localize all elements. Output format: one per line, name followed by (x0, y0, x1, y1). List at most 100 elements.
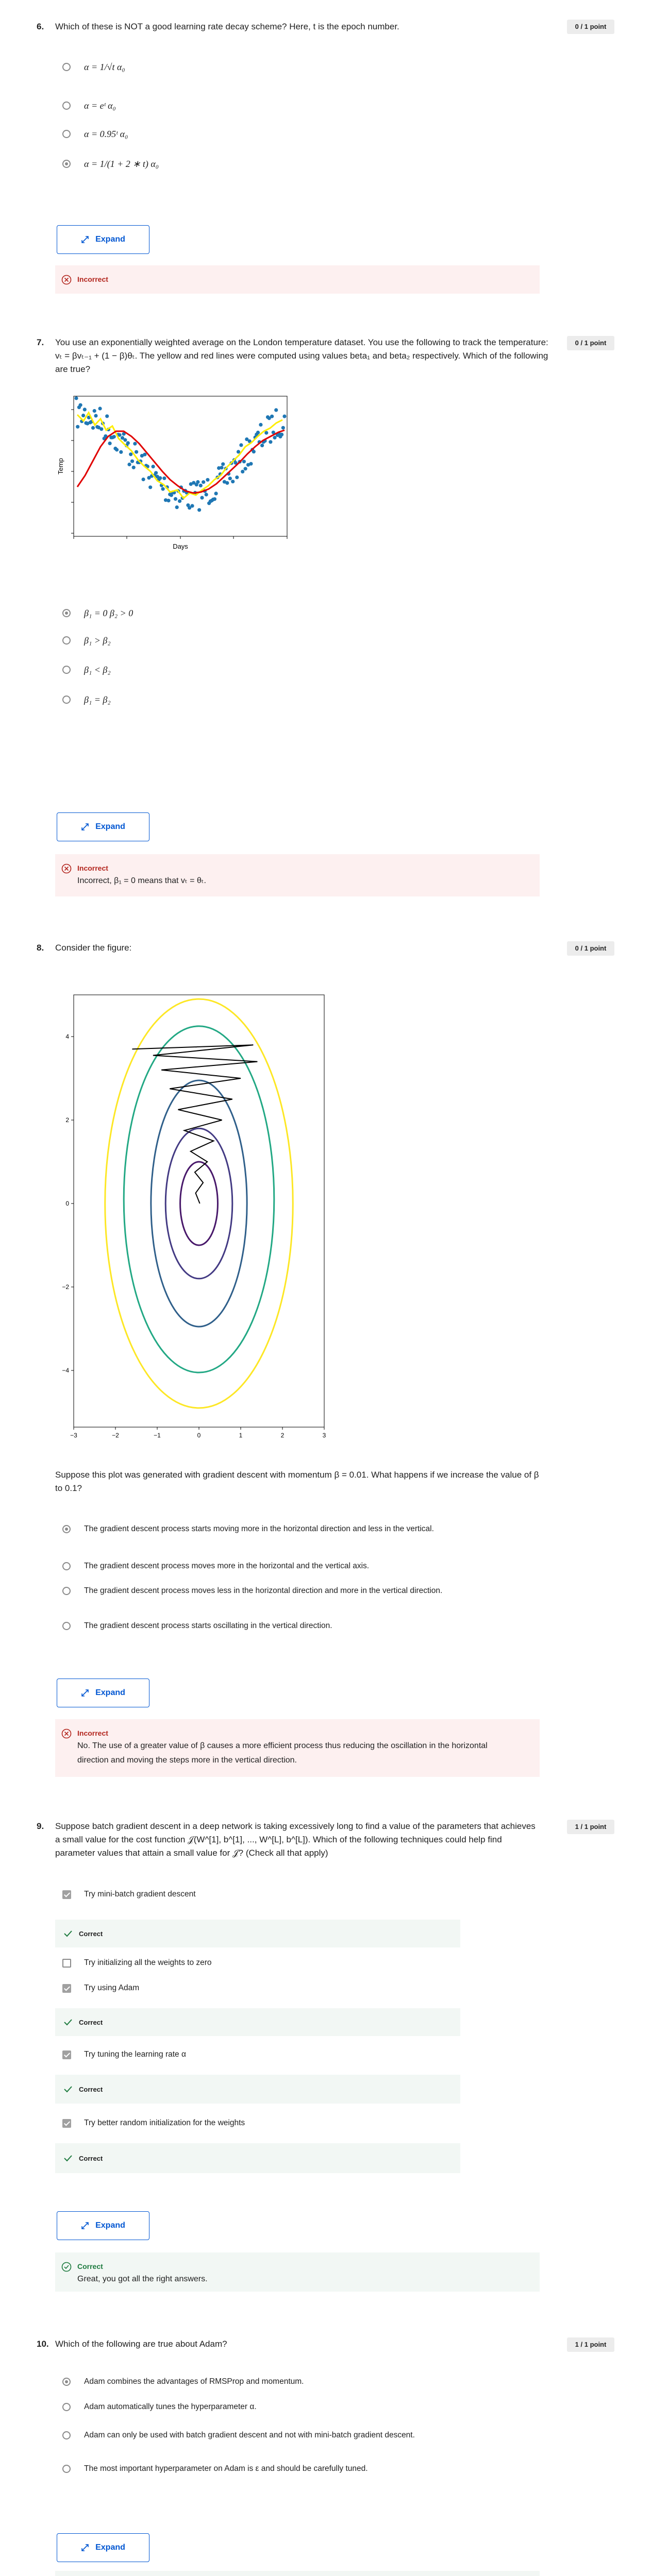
y-tick-label: −2 (62, 1283, 69, 1291)
scatter-dot (241, 469, 245, 473)
radio[interactable] (62, 63, 71, 71)
scatter-dot (196, 480, 200, 484)
scatter-dot (246, 463, 250, 467)
scatter-dot (115, 448, 119, 452)
option-text: α = 0.95ᵗ α₀ (84, 129, 128, 139)
y-ticks (71, 409, 74, 534)
contours (105, 999, 293, 1408)
expand-button[interactable]: Expand (57, 225, 149, 254)
expand-button[interactable]: Expand (57, 2533, 149, 2562)
radio[interactable] (62, 130, 71, 138)
checkbox[interactable] (62, 1984, 71, 1993)
radio[interactable] (62, 1525, 71, 1533)
scatter-dot (118, 433, 122, 437)
scatter-dot (190, 504, 194, 508)
expand-label: Expand (95, 822, 125, 831)
checkbox[interactable] (62, 2119, 71, 2128)
question-prompt: Suppose this plot was generated with gra… (55, 1470, 539, 1493)
expand-button[interactable]: Expand (57, 812, 149, 841)
option-text: The gradient descent process starts osci… (84, 1621, 332, 1630)
checkbox[interactable] (62, 2050, 71, 2059)
scatter-dot (192, 481, 196, 485)
y-axis-label: Temp (57, 458, 64, 474)
scatter-dot (126, 441, 130, 445)
scatter-dot (147, 476, 151, 480)
x-tick-label: 3 (323, 1432, 326, 1439)
scatter-dot (161, 487, 165, 491)
question-number: 7. (37, 337, 44, 347)
option-feedback: Correct (55, 2075, 460, 2104)
scatter-dot (162, 476, 166, 480)
check-icon (64, 2019, 72, 2026)
scatter-dot (236, 450, 241, 454)
y-tick-label: −4 (62, 1367, 69, 1374)
scatter-dot (273, 435, 277, 439)
scatter-dot (188, 506, 192, 510)
scatter-dot (212, 497, 216, 501)
scatter-dot (175, 505, 179, 510)
radio[interactable] (62, 2431, 71, 2439)
option-text: Try better random initialization for the… (84, 2119, 245, 2127)
scatter-dot (280, 432, 284, 436)
radio[interactable] (62, 1562, 71, 1570)
scatter-dot (249, 462, 253, 466)
scatter-dot (123, 438, 127, 442)
radio[interactable] (62, 2403, 71, 2411)
y-tick-label: 0 (65, 1200, 69, 1207)
expand-icon (81, 1689, 89, 1697)
red-line (76, 429, 285, 494)
scatter-dot (76, 425, 80, 429)
scatter-dot (260, 444, 264, 448)
contour-figure: 4 2 0 −2 −4 −3 −2 −1 0 1 2 3 (46, 987, 335, 1450)
radio[interactable] (62, 636, 71, 645)
scatter-dot (267, 416, 271, 420)
checkbox[interactable] (62, 1959, 71, 1968)
radio[interactable] (62, 2465, 71, 2473)
scatter-dot (96, 426, 101, 430)
question-number: 8. (37, 943, 44, 953)
radio[interactable] (62, 1587, 71, 1595)
expand-button[interactable]: Expand (57, 1679, 149, 1707)
incorrect-icon (61, 275, 72, 285)
option-text: Try tuning the learning rate α (84, 2050, 186, 2059)
radio[interactable] (62, 160, 71, 168)
scatter-dot (243, 467, 247, 471)
radio[interactable] (62, 2378, 71, 2386)
temperature-figure: Days Temp (57, 396, 288, 550)
radio[interactable] (62, 609, 71, 617)
expand-button[interactable]: Expand (57, 2211, 149, 2240)
scatter-dot (154, 471, 158, 475)
scatter-dot (256, 430, 260, 435)
feedback: Correct Great, you got all the right ans… (55, 2252, 540, 2292)
scatter-dot (99, 427, 104, 431)
x-axis-label: Days (173, 543, 188, 550)
option-text: The gradient descent process moves less … (84, 1586, 443, 1595)
radio[interactable] (62, 101, 71, 110)
scatter-dot (151, 465, 155, 469)
radio[interactable] (62, 666, 71, 674)
feedback-status: Correct (77, 2262, 103, 2270)
question-number: 9. (37, 1821, 44, 1831)
question-text: Consider the figure: (55, 943, 132, 953)
scatter-dot (242, 460, 246, 464)
score-badge: 0 / 1 point (567, 336, 614, 350)
scatter-dot (86, 421, 90, 426)
scatter-dot (247, 439, 252, 443)
scatter-dot (127, 462, 131, 467)
scatter-dot (119, 450, 123, 454)
radio[interactable] (62, 1622, 71, 1630)
radio[interactable] (62, 696, 71, 704)
checkbox[interactable] (62, 1890, 71, 1899)
feedback-status: Incorrect (77, 864, 108, 872)
option-text: β₁ = β₂ (84, 694, 111, 705)
scatter-dot (94, 414, 98, 418)
scatter-dot (141, 477, 145, 482)
check-icon (64, 2086, 72, 2093)
option-feedback-text: Correct (79, 1929, 103, 1938)
scatter-dot (282, 414, 287, 418)
scatter-dot (225, 481, 229, 485)
option-text: Adam combines the advantages of RMSProp … (84, 2377, 304, 2386)
scatter-dot (204, 493, 208, 497)
scatter-dot (74, 396, 78, 400)
